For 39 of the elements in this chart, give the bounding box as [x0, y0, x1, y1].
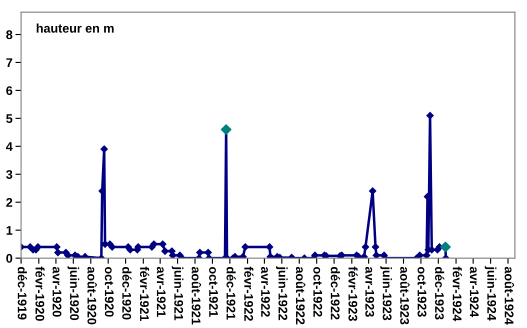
x-tick-label: févr-1920	[35, 266, 45, 321]
x-tick-label: déc-1922	[330, 266, 340, 320]
y-tick-label: 6	[6, 86, 12, 96]
y-tick-label: 1	[6, 226, 12, 235]
x-tick-label: avr-1924	[470, 266, 479, 318]
x-tick-label: oct-1922	[313, 266, 322, 317]
x-tick-label: déc-1919	[18, 266, 28, 320]
x-tick-label: août-1920	[87, 266, 97, 324]
x-tick-label: févr-1922	[244, 266, 254, 321]
x-tick-label: déc-1923	[434, 266, 444, 320]
x-tick-label: août-1921	[192, 266, 202, 324]
x-tick-label: oct-1923	[418, 266, 426, 317]
x-tick-label: juin-1922	[276, 266, 288, 320]
x-tick-label: juin-1921	[172, 266, 184, 320]
y-tick-label: 3	[6, 170, 12, 179]
x-tick-label: avr-1922	[261, 266, 270, 317]
x-tick-label: août-1922	[296, 266, 306, 324]
x-tick-label: févr-1923	[348, 266, 358, 321]
x-tick-label: avr-1921	[156, 266, 166, 317]
x-tick-label: févr-1921	[140, 266, 150, 322]
y-tick-label: 4	[6, 142, 13, 151]
x-tick-label: août-1923	[400, 266, 410, 324]
x-tick-label: déc-1920	[122, 266, 132, 320]
x-tick-label: juin-1924	[484, 266, 496, 321]
x-tick-label: oct-1920	[104, 266, 114, 317]
x-tick-label: oct-1921	[209, 266, 218, 317]
x-tick-label: juin-1920	[68, 266, 80, 320]
x-tick-label: févr-1924	[452, 266, 462, 322]
x-tick-label: juin-1923	[380, 266, 392, 320]
y-tick-label: 8	[6, 30, 12, 40]
y-tick-label: 0	[6, 254, 12, 263]
x-tick-label: avr-1923	[365, 266, 374, 317]
y-tick-label: 5	[6, 114, 12, 124]
x-tick-label: avr-1920	[52, 266, 62, 317]
y-tick-label: 7	[6, 58, 12, 67]
y-axis-title: hauteur en m	[36, 24, 114, 33]
x-tick-label: août-1924	[504, 266, 514, 325]
x-tick-label: déc-1921	[226, 266, 236, 320]
y-tick-label: 2	[6, 198, 12, 207]
